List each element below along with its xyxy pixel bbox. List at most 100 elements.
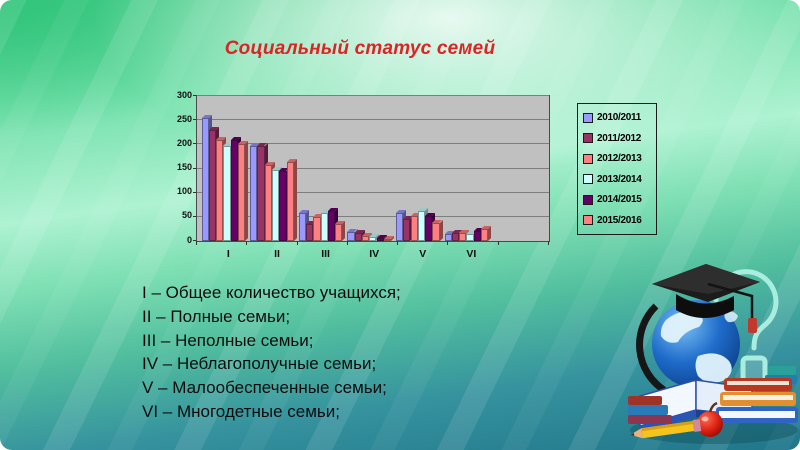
bar-VI-2014/2015 bbox=[473, 227, 484, 241]
y-axis-tick-label: 0 bbox=[186, 234, 192, 245]
bar-II-2010/2011 bbox=[250, 142, 261, 241]
legend-label: 2013/2014 bbox=[597, 173, 642, 185]
bar-II-2012/2013 bbox=[264, 162, 275, 241]
x-axis-tick bbox=[548, 241, 549, 245]
x-axis-category-label: V bbox=[419, 248, 427, 260]
key-line: V – Малообеспеченные семьи; bbox=[142, 378, 387, 398]
x-axis-category-label: IV bbox=[369, 248, 380, 260]
legend-label: 2014/2015 bbox=[597, 194, 642, 205]
bar-I-2015/2016 bbox=[238, 141, 249, 241]
bar-side-face bbox=[293, 159, 297, 241]
legend-entry: 2012/2013 bbox=[583, 153, 651, 164]
graduation-cap-icon bbox=[652, 264, 760, 333]
slide-title: Социальный статус семей bbox=[224, 38, 496, 59]
bar-VI-2011/2012 bbox=[451, 229, 463, 241]
bar-IV-2011/2012 bbox=[354, 230, 365, 241]
x-axis-tick bbox=[296, 241, 298, 245]
bar-V-2012/2013 bbox=[410, 213, 421, 241]
chart-plot-area bbox=[196, 95, 550, 242]
clipart-globe-books bbox=[628, 264, 798, 444]
legend-entry: 2011/2012 bbox=[583, 133, 651, 144]
pencil-icon bbox=[630, 419, 702, 439]
legend-label: 2012/2013 bbox=[597, 153, 642, 164]
bar-side-face bbox=[439, 220, 443, 241]
bar-VI-2015/2016 bbox=[481, 225, 492, 241]
bar-III-2015/2016 bbox=[335, 221, 346, 241]
bar-IV-2013/2014 bbox=[369, 234, 380, 241]
bar-V-2014/2015 bbox=[425, 212, 436, 241]
y-axis-tick bbox=[193, 191, 196, 193]
legend-entry: 2010/2011 bbox=[583, 112, 651, 123]
bar-II-2015/2016 bbox=[286, 159, 297, 241]
x-axis-tick bbox=[346, 241, 348, 245]
x-axis-category-label: II bbox=[274, 248, 280, 260]
bar-VI-2013/2014 bbox=[466, 230, 477, 241]
x-axis-tick bbox=[196, 241, 197, 245]
bar-VI-2010/2011 bbox=[444, 230, 455, 241]
x-axis-tick bbox=[397, 241, 399, 245]
bar-III-2013/2014 bbox=[320, 210, 331, 241]
x-axis-tick bbox=[246, 241, 248, 245]
x-axis-tick bbox=[447, 241, 449, 245]
legend-swatch bbox=[583, 174, 593, 184]
legend-label: 2010/2011 bbox=[597, 112, 642, 123]
legend-label: 2011/2012 bbox=[597, 132, 642, 144]
bar-I-2012/2013 bbox=[216, 136, 227, 241]
bar-IV-2014/2015 bbox=[376, 234, 387, 241]
gridline bbox=[197, 119, 549, 121]
legend-swatch bbox=[583, 133, 593, 143]
legend-swatch bbox=[583, 215, 593, 225]
legend-swatch bbox=[583, 112, 593, 123]
y-axis-tick bbox=[193, 167, 196, 169]
gridline bbox=[197, 143, 549, 145]
y-axis-tick-label: 200 bbox=[176, 137, 192, 148]
x-axis-tick bbox=[497, 241, 499, 245]
legend-label: 2015/2016 bbox=[597, 214, 642, 226]
legend-entry: 2013/2014 bbox=[583, 174, 651, 185]
bar-I-2010/2011 bbox=[201, 114, 212, 241]
y-axis-tick-label: 100 bbox=[176, 186, 192, 197]
bar-II-2013/2014 bbox=[272, 166, 283, 241]
y-axis-tick bbox=[193, 143, 196, 145]
bar-chart: 0 50 100 150 200 250 300 I II III IV V VI bbox=[170, 88, 640, 268]
globe-icon bbox=[636, 300, 740, 393]
x-axis-category-label: I bbox=[226, 248, 230, 260]
key-line: IV – Неблагополучные семьи; bbox=[142, 354, 377, 374]
bar-I-2013/2014 bbox=[223, 142, 234, 241]
gridline bbox=[197, 215, 549, 217]
bar-V-2010/2011 bbox=[395, 209, 407, 241]
x-axis-category-label: III bbox=[321, 248, 330, 260]
bar-V-2011/2012 bbox=[403, 216, 414, 241]
legend-entry: 2015/2016 bbox=[583, 215, 651, 226]
y-axis-tick bbox=[193, 95, 196, 96]
chart-legend: 2010/2011 2011/2012 2012/2013 2013/2014 2014… bbox=[577, 103, 657, 235]
bar-V-2013/2014 bbox=[417, 208, 429, 241]
bar-VI-2012/2013 bbox=[459, 229, 470, 241]
bar-I-2011/2012 bbox=[208, 126, 220, 241]
category-key-text: I – Общее количество учащихся; II – Полны… bbox=[142, 281, 401, 424]
y-axis-tick bbox=[193, 119, 196, 121]
bar-IV-2010/2011 bbox=[347, 229, 358, 241]
bar-V-2015/2016 bbox=[432, 220, 443, 241]
apple-icon bbox=[697, 401, 723, 437]
key-line: VI – Многодетные семьи; bbox=[142, 401, 340, 421]
y-axis-tick-label: 150 bbox=[176, 162, 192, 172]
gridline bbox=[197, 95, 549, 96]
books-stack-icon bbox=[628, 366, 798, 424]
bar-III-2010/2011 bbox=[298, 210, 309, 241]
key-line: II – Полные семьи; bbox=[142, 306, 291, 326]
bar-side-face bbox=[342, 221, 346, 241]
key-line: III – Неполные семьи; bbox=[142, 330, 314, 350]
bar-III-2014/2015 bbox=[327, 208, 339, 241]
y-axis-tick-label: 250 bbox=[176, 113, 192, 124]
bar-III-2011/2012 bbox=[306, 220, 317, 241]
y-axis-tick-label: 50 bbox=[181, 210, 192, 221]
bar-IV-2015/2016 bbox=[383, 235, 395, 241]
legend-swatch bbox=[583, 153, 593, 164]
bar-I-2014/2015 bbox=[230, 137, 241, 241]
gridline bbox=[197, 191, 549, 193]
bar-II-2014/2015 bbox=[279, 167, 290, 241]
legend-entry: 2014/2015 bbox=[583, 194, 651, 205]
x-axis-category-label: VI bbox=[466, 248, 477, 260]
y-axis-tick-label: 300 bbox=[176, 89, 192, 100]
